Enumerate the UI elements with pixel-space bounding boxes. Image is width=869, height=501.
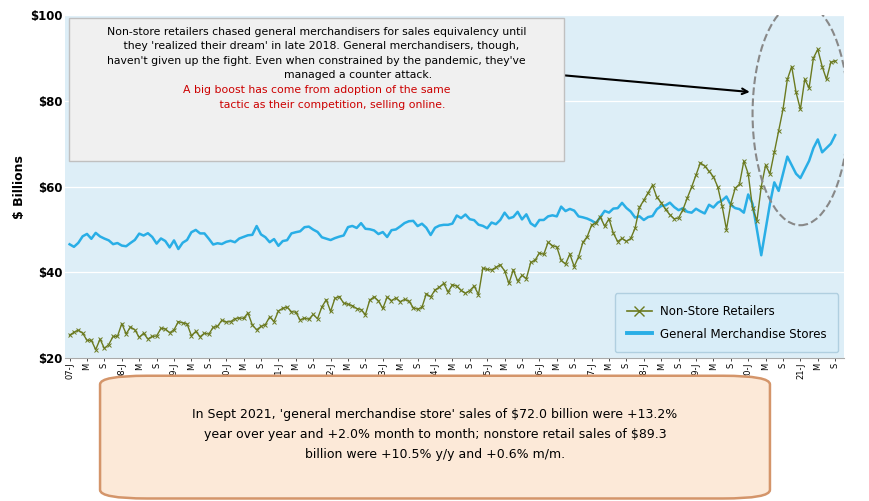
Text: A big boost has come from adoption of the same
         tactic as their competit: A big boost has come from adoption of th… [182,85,449,110]
Text: Non-store retailers chased general merchandisers for sales equivalency until
   : Non-store retailers chased general merch… [107,27,526,80]
FancyBboxPatch shape [100,376,769,498]
Legend: Non-Store Retailers, General Merchandise Stores: Non-Store Retailers, General Merchandise… [614,293,837,352]
Text: In Sept 2021, 'general merchandise store' sales of $72.0 billion were +13.2%
yea: In Sept 2021, 'general merchandise store… [192,408,677,461]
Y-axis label: $ Billions: $ Billions [13,155,26,218]
FancyBboxPatch shape [69,19,563,161]
X-axis label: Year and month: Year and month [392,385,516,399]
